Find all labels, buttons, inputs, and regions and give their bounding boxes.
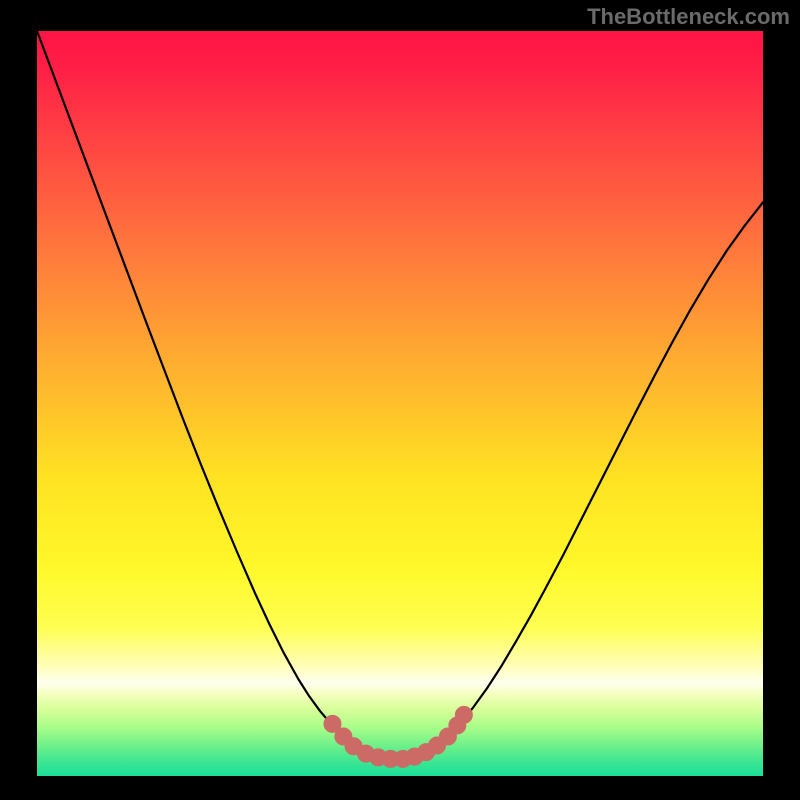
chart-canvas: { "meta": { "watermark_text": "TheBottle… — [0, 0, 800, 800]
plot-frame — [37, 31, 763, 776]
marker-point — [455, 706, 472, 723]
bottleneck-curve — [37, 31, 763, 758]
markers-group — [324, 706, 472, 767]
watermark-wrap: TheBottleneck.com — [587, 4, 790, 30]
plot-svg — [37, 31, 763, 776]
watermark-text: TheBottleneck.com — [587, 4, 790, 29]
